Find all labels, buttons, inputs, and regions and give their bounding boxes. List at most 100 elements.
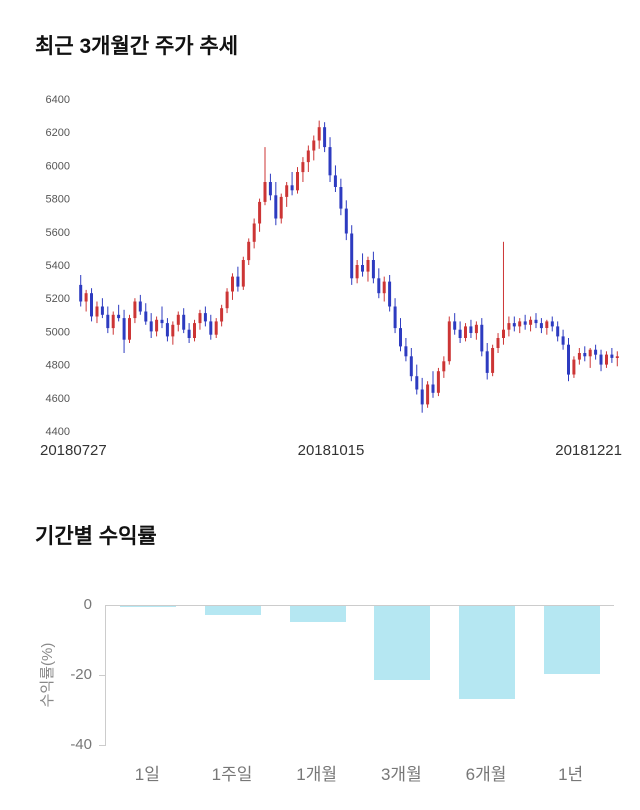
candle-body	[409, 356, 413, 377]
x-label-end: 20181221	[555, 442, 622, 459]
candle-body	[599, 354, 603, 365]
candle-body	[350, 233, 354, 279]
candle-body	[502, 329, 505, 338]
bar-category-label: 1개월	[296, 765, 338, 784]
candle-body	[361, 265, 364, 272]
candle-body	[274, 195, 278, 219]
candle-body	[252, 223, 256, 242]
returns-bar-chart: 수익률(%) 0 -20 -40 1일 1주일 1개월 3개월 6개월 1년	[0, 578, 640, 803]
candle-body	[529, 319, 533, 325]
candle-body	[344, 208, 348, 234]
return-bar	[543, 606, 600, 675]
candle-body	[106, 314, 110, 329]
candle-body	[480, 324, 484, 352]
candle-body	[225, 291, 229, 309]
candle-body	[285, 185, 289, 197]
candle-body	[512, 323, 516, 327]
price-ytick-label: 4600	[46, 393, 70, 405]
candle-body	[572, 359, 576, 375]
candle-body	[615, 356, 619, 358]
candle-body	[447, 321, 451, 362]
return-bar	[205, 606, 261, 615]
candle-body	[415, 376, 419, 390]
candle-body	[306, 150, 310, 163]
candle-body	[567, 344, 570, 375]
candle-body	[263, 182, 267, 202]
x-label-start: 20180727	[40, 442, 107, 459]
candle-body	[323, 127, 327, 148]
candle-body	[393, 306, 397, 329]
candle-body	[122, 318, 126, 340]
bar-category-label: 3개월	[380, 765, 422, 784]
candle-body	[220, 308, 224, 322]
candle-body	[594, 349, 598, 355]
candle-body	[138, 301, 142, 312]
candle-body	[301, 162, 305, 173]
candle-body	[95, 306, 99, 317]
candle-body	[458, 329, 462, 338]
candle-body	[550, 321, 554, 327]
candle-body	[144, 311, 148, 322]
return-bar	[374, 606, 431, 680]
candle-body	[539, 323, 543, 329]
candle-body	[317, 127, 321, 141]
price-ytick-label: 5800	[46, 194, 70, 206]
candle-body	[377, 278, 381, 294]
price-ytick-label: 6400	[46, 94, 70, 106]
price-ytick-label: 4400	[46, 426, 70, 437]
candle-body	[268, 182, 272, 196]
candle-body	[399, 328, 402, 347]
candle-body	[203, 313, 207, 322]
candle-body	[339, 187, 343, 209]
candle-body	[328, 147, 332, 176]
candle-body	[420, 389, 424, 405]
candle-body	[133, 301, 137, 319]
candle-body	[241, 260, 245, 287]
candle-body	[610, 354, 614, 358]
candle-body	[160, 319, 164, 324]
candle-body	[534, 319, 538, 324]
candle-body	[155, 319, 159, 332]
price-ytick-label: 5600	[46, 227, 70, 239]
candle-body	[523, 321, 527, 325]
bar-category-label: 1일	[134, 765, 160, 784]
candle-body	[577, 353, 581, 360]
axis-tick	[99, 675, 105, 676]
price-chart-x-axis: 20180727 20181015 20181221	[40, 442, 622, 462]
candle-body	[149, 321, 153, 332]
axis-tick	[99, 745, 105, 746]
candle-body	[545, 321, 549, 328]
candle-body	[355, 265, 359, 279]
candle-body	[366, 260, 370, 272]
candle-body	[296, 172, 299, 191]
candle-body	[426, 384, 430, 405]
candle-body	[605, 354, 608, 365]
candle-body	[258, 201, 262, 224]
bar-category-axis: 1일 1주일 1개월 3개월 6개월 1년	[0, 760, 640, 784]
bar-ytick-m40: -40	[70, 736, 92, 753]
price-ytick-label: 6000	[46, 160, 70, 172]
candle-body	[371, 260, 375, 279]
candle-body	[290, 185, 294, 191]
candle-body	[404, 346, 408, 357]
candle-body	[388, 281, 392, 307]
candle-body	[90, 293, 93, 317]
price-ytick-label: 5000	[46, 326, 70, 338]
candle-body	[474, 324, 478, 334]
candle-body	[561, 336, 565, 345]
candle-body	[176, 314, 180, 325]
candle-body	[198, 313, 202, 324]
bar-ytick-0: 0	[83, 596, 92, 613]
candle-body	[231, 276, 234, 292]
candle-body	[382, 281, 386, 294]
candle-body	[117, 314, 121, 319]
return-bar	[459, 606, 515, 699]
candle-body	[436, 371, 440, 393]
bar-ytick-m20: -20	[70, 666, 92, 683]
candle-body	[214, 321, 218, 335]
candle-body	[209, 321, 213, 335]
candle-body	[279, 196, 283, 219]
bar-category-label: 1년	[558, 765, 584, 784]
x-label-mid: 20181015	[297, 442, 365, 459]
candle-body	[453, 321, 457, 330]
